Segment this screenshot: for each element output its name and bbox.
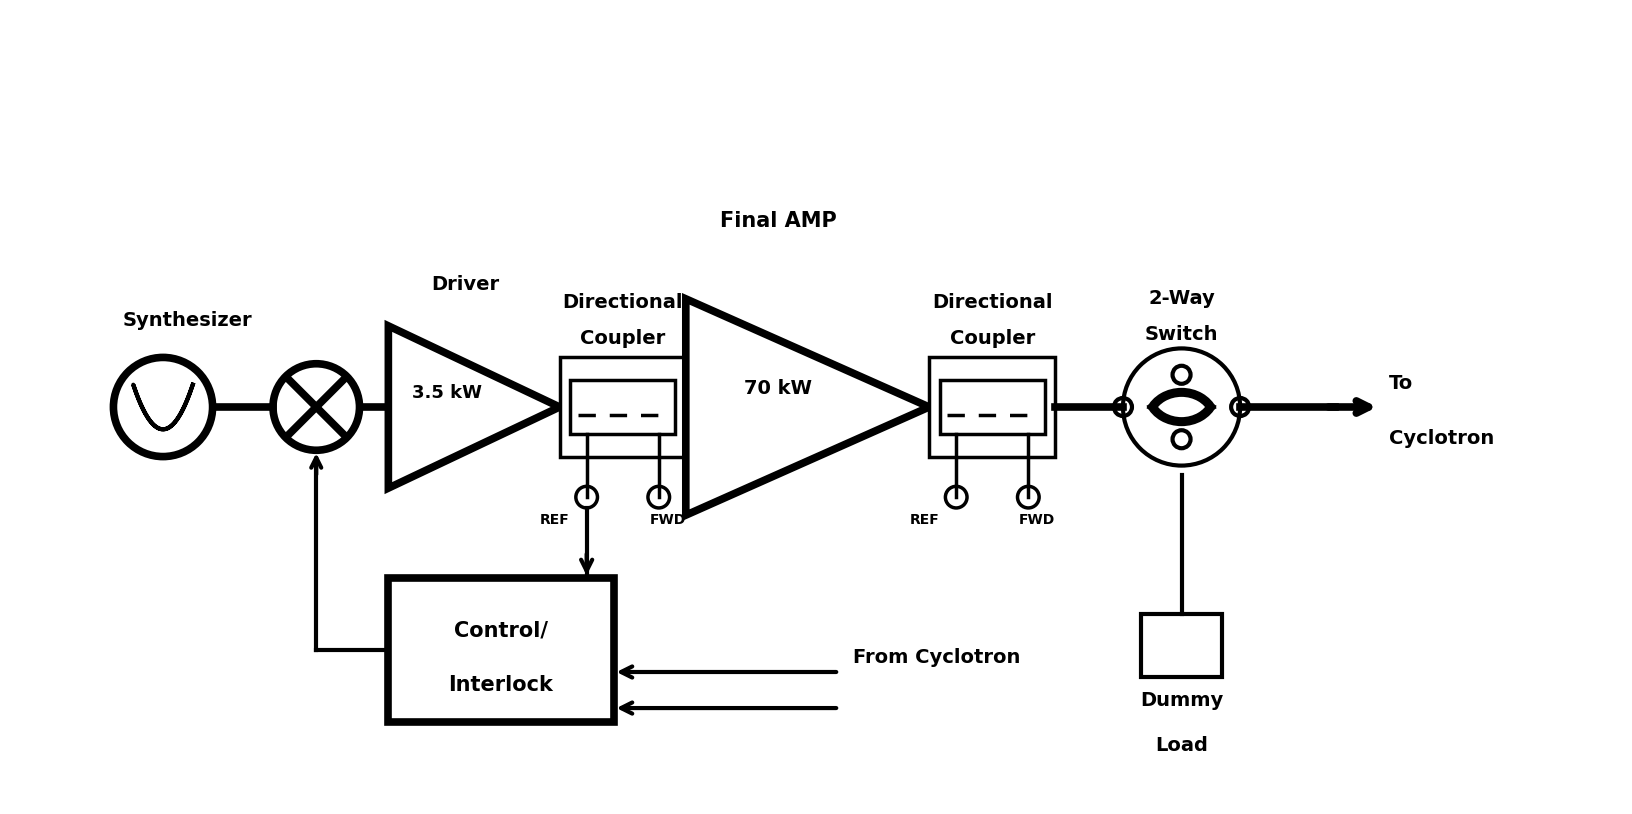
Text: Coupler: Coupler: [950, 330, 1035, 348]
Text: 2-Way: 2-Way: [1147, 289, 1214, 308]
Text: Directional: Directional: [561, 293, 682, 313]
Text: Control/: Control/: [454, 620, 548, 641]
Bar: [1141, 615, 1221, 677]
Text: REF: REF: [540, 514, 570, 527]
Bar: [570, 380, 674, 434]
Bar: [560, 357, 685, 457]
Text: Load: Load: [1154, 736, 1208, 755]
Text: Cyclotron: Cyclotron: [1387, 428, 1493, 448]
Text: REF: REF: [909, 514, 938, 527]
Bar: [388, 578, 614, 723]
Bar: [940, 380, 1044, 434]
Text: 70 kW: 70 kW: [744, 379, 811, 399]
Text: Driver: Driver: [431, 275, 499, 295]
Text: FWD: FWD: [650, 514, 685, 527]
Text: To: To: [1387, 374, 1412, 393]
Text: Interlock: Interlock: [449, 675, 553, 694]
Text: Dummy: Dummy: [1139, 691, 1222, 710]
Text: FWD: FWD: [1018, 514, 1054, 527]
Text: Directional: Directional: [932, 293, 1053, 313]
Text: Coupler: Coupler: [579, 330, 664, 348]
Text: Synthesizer: Synthesizer: [122, 312, 251, 330]
Text: From Cyclotron: From Cyclotron: [852, 649, 1020, 667]
Bar: [929, 357, 1054, 457]
Text: Final AMP: Final AMP: [720, 212, 836, 231]
Text: Switch: Switch: [1144, 325, 1217, 344]
Text: 3.5 kW: 3.5 kW: [411, 384, 481, 402]
